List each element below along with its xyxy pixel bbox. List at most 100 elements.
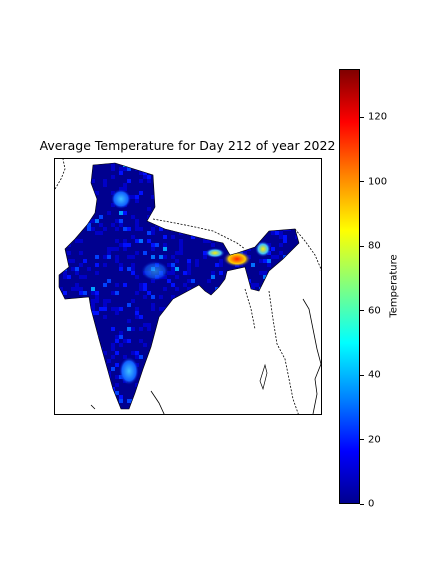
heatmap-cell: [263, 259, 267, 263]
heatmap-cell: [131, 215, 135, 219]
heatmap-cell: [139, 315, 143, 319]
heatmap-cell: [275, 183, 279, 187]
coastline: [90, 298, 321, 414]
heatmap-cell: [159, 191, 163, 195]
heatmap-cell: [299, 371, 303, 375]
heatmap-cell: [287, 295, 291, 299]
heatmap-cell: [179, 351, 183, 355]
heatmap-cell: [223, 371, 227, 375]
heatmap-cell: [135, 291, 139, 295]
heatmap-cell: [307, 251, 311, 255]
heatmap-cell: [75, 287, 79, 291]
heatmap-cell: [279, 243, 283, 247]
heatmap-cell: [275, 347, 279, 351]
heatmap-cell: [99, 215, 103, 219]
heatmap-cell: [163, 163, 167, 167]
heatmap-cell: [271, 403, 275, 407]
heatmap-cell: [187, 211, 191, 215]
heatmap-cell: [123, 283, 127, 287]
heatmap-cell: [299, 223, 303, 227]
heatmap-cell: [275, 299, 279, 303]
heatmap-cell: [199, 215, 203, 219]
heatmap-cell: [211, 355, 215, 359]
heatmap-cell: [131, 263, 135, 267]
heatmap-cell: [287, 287, 291, 291]
heatmap-cell: [75, 303, 79, 307]
heatmap-cell: [271, 183, 275, 187]
heatmap-cell: [75, 191, 79, 195]
heatmap-cell: [127, 319, 131, 323]
heatmap-cell: [143, 175, 147, 179]
heatmap-cell: [175, 183, 179, 187]
heatmap-cell: [195, 379, 199, 383]
heatmap-cell: [95, 255, 99, 259]
heatmap-cell: [231, 403, 235, 407]
heatmap-cell: [183, 159, 187, 163]
heatmap-cell: [299, 203, 303, 207]
heatmap-cell: [295, 223, 299, 227]
heatmap-map: [55, 159, 321, 415]
heatmap-cell: [251, 371, 255, 375]
heatmap-cell: [275, 359, 279, 363]
heatmap-cell: [143, 295, 147, 299]
heatmap-cell: [71, 359, 75, 363]
heatmap-cell: [75, 371, 79, 375]
heatmap-cell: [179, 175, 183, 179]
heatmap-cell: [315, 299, 319, 303]
heatmap-cell: [99, 307, 103, 311]
heatmap-cell: [131, 327, 135, 331]
heatmap-cell: [235, 399, 239, 403]
heatmap-cell: [207, 299, 211, 303]
heatmap-cell: [147, 207, 151, 211]
heatmap-cell: [83, 187, 87, 191]
heatmap-cell: [227, 207, 231, 211]
heatmap-cell: [243, 319, 247, 323]
heatmap-cell: [279, 283, 283, 287]
heatmap-cell: [199, 223, 203, 227]
heatmap-cell: [151, 407, 155, 409]
heatmap-cell: [111, 411, 115, 415]
heatmap-cell: [163, 159, 167, 163]
heatmap-cell: [247, 199, 251, 203]
heatmap-cell: [203, 315, 207, 319]
heatmap-cell: [143, 287, 147, 291]
heatmap-cell: [279, 271, 283, 275]
heatmap-cell: [275, 375, 279, 379]
heatmap-cell: [215, 263, 219, 267]
heatmap-cell: [235, 175, 239, 179]
heatmap-cell: [255, 339, 259, 343]
heatmap-cell: [275, 231, 279, 235]
heatmap-cell: [287, 291, 291, 295]
heatmap-cell: [259, 259, 263, 263]
heatmap-cell: [91, 371, 95, 375]
heatmap-cell: [151, 215, 155, 219]
heatmap-cell: [199, 207, 203, 211]
heatmap-cell: [59, 247, 63, 251]
heatmap-cell: [195, 403, 199, 407]
heatmap-cell: [87, 391, 91, 395]
heatmap-cell: [63, 239, 67, 243]
heatmap-cell: [135, 315, 139, 319]
heatmap-cell: [127, 167, 131, 171]
heatmap-cell: [83, 331, 87, 335]
heatmap-cell: [63, 291, 67, 295]
heatmap-cell: [91, 299, 95, 303]
heatmap-cell: [203, 339, 207, 343]
heatmap-cell: [239, 191, 243, 195]
heatmap-cell: [291, 195, 295, 199]
heatmap-cell: [115, 291, 119, 295]
heatmap-cell: [71, 259, 75, 263]
heatmap-cell: [227, 383, 231, 387]
heatmap-cell: [123, 159, 127, 163]
heatmap-cell: [183, 207, 187, 211]
heatmap-cell: [235, 355, 239, 359]
heatmap-cell: [139, 327, 143, 331]
heatmap-cell: [79, 411, 83, 415]
heatmap-cell: [127, 399, 131, 403]
heatmap-cell: [291, 295, 295, 299]
heatmap-cell: [207, 295, 211, 299]
heatmap-cell: [295, 271, 299, 275]
heatmap-cell: [215, 231, 219, 235]
heatmap-cell: [71, 307, 75, 311]
heatmap-cell: [79, 323, 83, 327]
